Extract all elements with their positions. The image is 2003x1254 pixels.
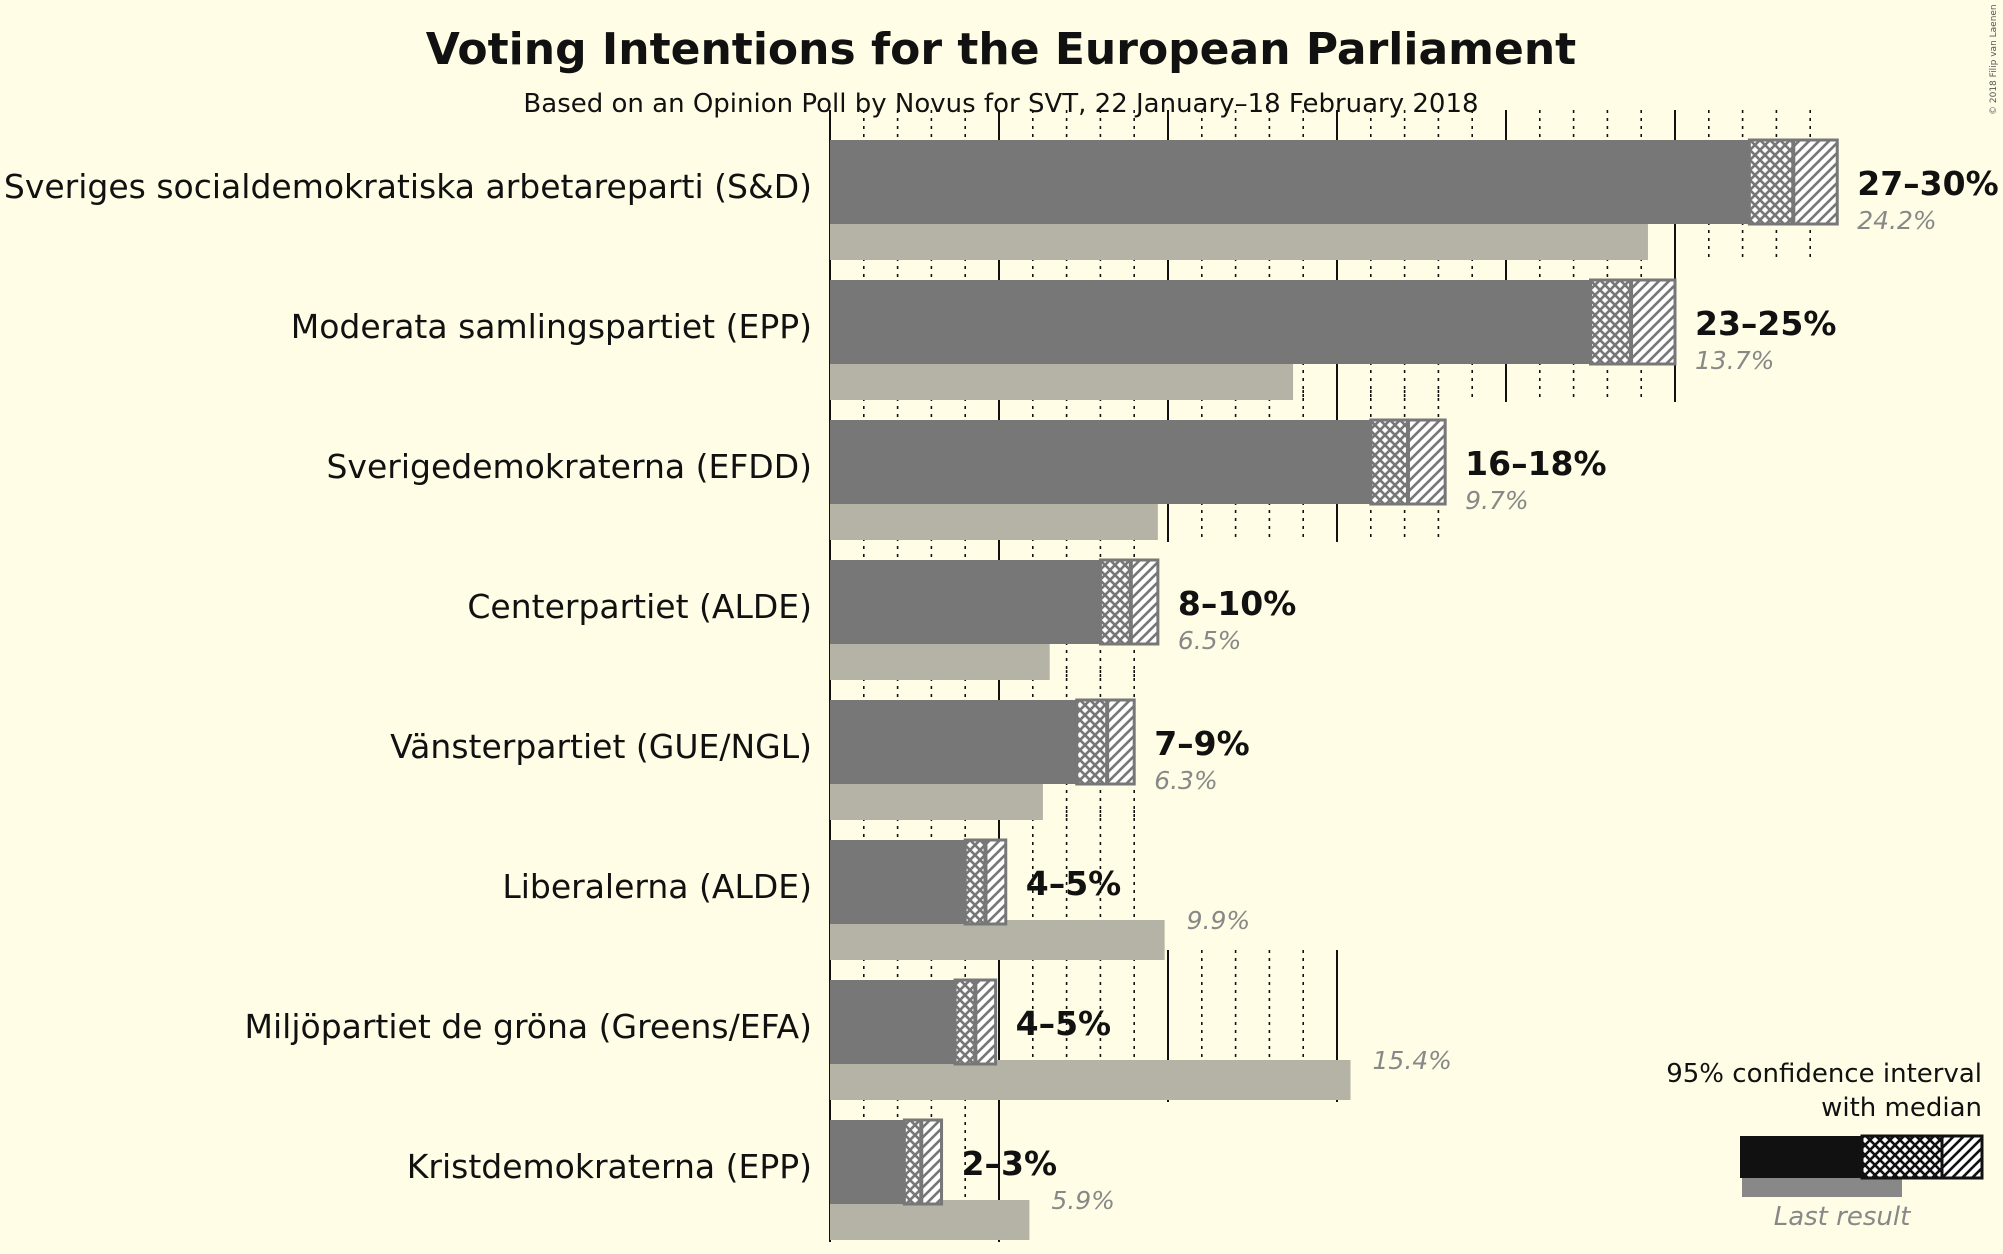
- ci-range-label: 8–10%: [1178, 584, 1296, 623]
- last-result-label: 6.5%: [1178, 626, 1242, 655]
- party-row: Moderata samlingspartiet (EPP) 23–25% 13.7…: [291, 278, 1836, 400]
- legend-ci-label-line1: 95% confidence interval: [1666, 1059, 1982, 1089]
- party-row: Vänsterpartiet (GUE/NGL) 7–9% 6.3%: [390, 698, 1250, 820]
- party-label: Kristdemokraterna (EPP): [407, 1147, 812, 1186]
- ci-high-segment: [1791, 138, 1839, 226]
- legend-ci-bar: [1740, 1136, 1862, 1178]
- ci-main-bar: [830, 980, 956, 1064]
- party-label: Sveriges socialdemokratiska arbetarepart…: [4, 167, 812, 206]
- party-label: Sverigedemokraterna (EFDD): [326, 447, 812, 486]
- ci-range-label: 23–25%: [1695, 304, 1836, 343]
- ci-low-segment: [1747, 138, 1795, 226]
- ci-high-segment: [1406, 418, 1447, 506]
- ci-high-segment: [983, 838, 1008, 926]
- ci-high-segment: [1129, 558, 1160, 646]
- ci-range-label: 4–5%: [1026, 864, 1122, 903]
- ci-main-bar: [830, 140, 1750, 224]
- ci-low-segment: [1589, 278, 1633, 366]
- ci-range-label: 4–5%: [1016, 1004, 1112, 1043]
- last-result-label: 13.7%: [1695, 346, 1774, 375]
- bar-rows: Sveriges socialdemokratiska arbetarepart…: [4, 138, 1999, 1240]
- party-row: Kristdemokraterna (EPP) 2–3% 5.9%: [407, 1118, 1115, 1240]
- legend-last-result-label: Last result: [1774, 1202, 1911, 1232]
- ci-main-bar: [830, 1120, 905, 1204]
- legend: 95% confidence interval with median Last…: [1666, 1059, 1984, 1232]
- chart-title: Voting Intentions for the European Parli…: [426, 24, 1576, 75]
- ci-range-label: 7–9%: [1154, 724, 1250, 763]
- ci-high-segment: [973, 978, 998, 1066]
- ci-main-bar: [830, 840, 966, 924]
- last-result-label: 5.9%: [1051, 1186, 1115, 1215]
- last-result-bar: [830, 220, 1648, 260]
- chart-subtitle: Based on an Opinion Poll by Novus for SV…: [523, 89, 1478, 119]
- copyright: © 2018 Filip van Laenen: [1989, 4, 1999, 115]
- party-label: Liberalerna (ALDE): [502, 867, 812, 906]
- party-row: Sverigedemokraterna (EFDD) 16–18% 9.7%: [326, 418, 1607, 540]
- party-label: Centerpartiet (ALDE): [467, 587, 812, 626]
- ci-low-segment: [1075, 698, 1109, 786]
- last-result-bar: [830, 500, 1158, 540]
- legend-ci-label-line2: with median: [1821, 1093, 1982, 1123]
- last-result-label: 24.2%: [1857, 206, 1936, 235]
- ci-range-label: 16–18%: [1465, 444, 1606, 483]
- ci-main-bar: [830, 560, 1101, 644]
- last-result-label: 9.7%: [1465, 486, 1529, 515]
- ci-main-bar: [830, 700, 1077, 784]
- party-label: Miljöpartiet de gröna (Greens/EFA): [245, 1007, 812, 1046]
- ci-high-segment: [1629, 278, 1677, 366]
- last-result-bar: [830, 780, 1043, 820]
- party-label: Moderata samlingspartiet (EPP): [291, 307, 812, 346]
- party-row: Liberalerna (ALDE) 4–5% 9.9%: [502, 838, 1251, 960]
- party-label: Vänsterpartiet (GUE/NGL): [390, 727, 812, 766]
- ci-low-segment: [1369, 418, 1410, 506]
- party-row: Sveriges socialdemokratiska arbetarepart…: [4, 138, 1999, 260]
- legend-ci-low-half: [1860, 1134, 1944, 1180]
- ci-low-segment: [902, 1118, 923, 1206]
- last-result-label: 6.3%: [1154, 766, 1218, 795]
- ci-main-bar: [830, 420, 1371, 504]
- last-result-bar: [830, 360, 1294, 400]
- last-result-bar: [830, 920, 1165, 960]
- party-row: Centerpartiet (ALDE) 8–10% 6.5%: [467, 558, 1296, 680]
- legend-ci-high-half: [1940, 1134, 1984, 1180]
- ci-high-segment: [1105, 698, 1136, 786]
- ci-low-segment: [953, 978, 977, 1066]
- ci-high-segment: [919, 1118, 944, 1206]
- ci-low-segment: [1098, 558, 1133, 646]
- last-result-label: 9.9%: [1187, 906, 1251, 935]
- last-result-bar: [830, 1060, 1351, 1100]
- legend-last-result-swatch: [1742, 1175, 1902, 1197]
- last-result-bar: [830, 1200, 1030, 1240]
- ci-range-label: 27–30%: [1857, 164, 1998, 203]
- last-result-label: 15.4%: [1373, 1046, 1452, 1075]
- ci-low-segment: [963, 838, 987, 926]
- ci-range-label: 2–3%: [962, 1144, 1058, 1183]
- ci-main-bar: [830, 280, 1591, 364]
- last-result-bar: [830, 640, 1050, 680]
- party-row: Miljöpartiet de gröna (Greens/EFA) 4–5% 15…: [245, 978, 1452, 1100]
